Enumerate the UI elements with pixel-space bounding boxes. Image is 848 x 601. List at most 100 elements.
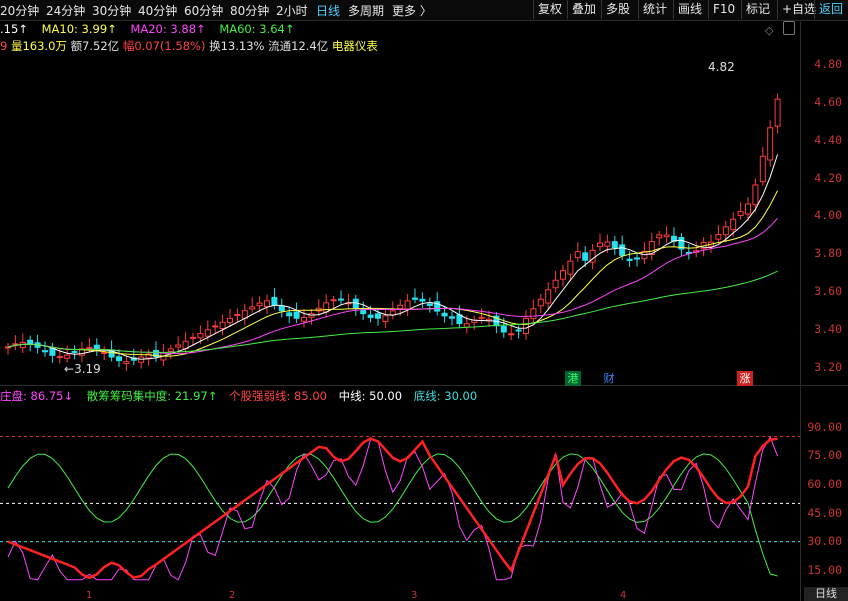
- scrollbar-handle[interactable]: [783, 21, 795, 35]
- candle-body: [545, 289, 552, 304]
- back-button[interactable]: 返回: [814, 0, 847, 19]
- period-30min[interactable]: 30分钟: [92, 4, 132, 18]
- candle-body: [419, 298, 426, 302]
- amount-value: 额7.52亿: [70, 39, 120, 53]
- candle-body: [441, 312, 448, 317]
- candle-body: [537, 298, 544, 307]
- ma60-line: [7, 270, 778, 353]
- price-tick: 4.00: [814, 208, 842, 222]
- candle-body: [515, 329, 522, 332]
- candle-body: [523, 317, 529, 335]
- candle-body: [604, 241, 611, 247]
- candle-body: [715, 233, 722, 240]
- candle-body: [293, 311, 300, 319]
- candle-body: [759, 155, 766, 183]
- add-watchlist-button[interactable]: +自选: [777, 0, 820, 19]
- ma-legend: .15↑ MA10: 3.99↑ MA20: 3.88↑ MA60: 3.64↑: [0, 22, 295, 36]
- ma10-line: [7, 190, 779, 357]
- ma60-value: MA60: 3.64↑: [219, 22, 295, 36]
- candle-body: [663, 234, 670, 238]
- change-value: 幅0.07(1.58%): [122, 39, 206, 53]
- price-tick: 4.60: [814, 95, 842, 109]
- period-multi[interactable]: 多周期: [348, 4, 385, 18]
- indicator-tick: 90.00: [807, 420, 842, 434]
- period-60min[interactable]: 60分钟: [184, 4, 224, 18]
- candle-body: [552, 279, 559, 289]
- period-24min[interactable]: 24分钟: [46, 4, 86, 18]
- candle-body: [249, 306, 256, 310]
- candle-body: [589, 249, 596, 263]
- candle-body: [271, 296, 278, 306]
- period-80min[interactable]: 80分钟: [230, 4, 270, 18]
- candle-body: [71, 350, 78, 353]
- month-label: 3: [411, 590, 418, 601]
- pane-separator: [0, 385, 848, 386]
- candle-body: [27, 339, 34, 345]
- price-tick: 4.20: [814, 171, 842, 185]
- float-value: 流通12.4亿: [268, 39, 329, 53]
- f10-button[interactable]: F10: [708, 0, 739, 19]
- candle-body: [404, 300, 411, 310]
- diamond-icon[interactable]: ◇: [765, 24, 774, 37]
- strength-line: [7, 437, 778, 580]
- fuquan-button[interactable]: 复权: [533, 0, 566, 19]
- candle-body: [767, 127, 774, 161]
- period-2hour[interactable]: 2小时: [276, 4, 308, 18]
- candle-body: [737, 211, 744, 216]
- indicator-tick: 15.00: [807, 563, 842, 577]
- statistics-button[interactable]: 统计: [638, 0, 671, 19]
- mark-button[interactable]: 标记: [741, 0, 774, 19]
- candle-body: [722, 226, 729, 236]
- price-tick: 4.40: [814, 133, 842, 147]
- candle-body: [175, 344, 182, 348]
- candle-body: [264, 300, 270, 308]
- candle-body: [204, 329, 211, 337]
- main-force-line: [7, 436, 779, 581]
- draw-line-button[interactable]: 画线: [673, 0, 706, 19]
- candle-body: [730, 218, 737, 231]
- candle-body: [449, 316, 455, 319]
- info-prefix: 9: [0, 39, 8, 53]
- candle-body: [330, 299, 337, 302]
- candle-body: [648, 241, 655, 255]
- period-toolbar: 20分钟 24分钟 30分钟 40分钟 60分钟 80分钟 2小时 日线 多周期…: [0, 0, 848, 21]
- candle-body: [678, 237, 685, 250]
- candle-body: [426, 303, 433, 306]
- candle-body: [367, 314, 374, 318]
- indicator-tick: 75.00: [807, 448, 842, 462]
- candle-body: [463, 323, 470, 328]
- candle-body: [227, 317, 233, 324]
- indicator-legend: 庄盘: 86.75↓ 散筹筹码集中度: 21.97↑ 个股强弱线: 85.00 …: [0, 388, 477, 404]
- volume-value: 量163.0万: [10, 39, 67, 53]
- financial-report-flag[interactable]: 财: [603, 372, 615, 385]
- candle-body: [582, 252, 589, 261]
- period-more[interactable]: 更多 〉: [392, 4, 432, 18]
- overlay-button[interactable]: 叠加: [567, 0, 600, 19]
- sector-label[interactable]: 电器仪表: [331, 39, 378, 53]
- month-label: 4: [620, 590, 627, 601]
- multi-stock-button[interactable]: 多股: [601, 0, 634, 19]
- high-price-annotation: 4.82: [708, 60, 735, 74]
- candle-body: [752, 184, 759, 206]
- period-40min[interactable]: 40分钟: [138, 4, 178, 18]
- candle-body: [153, 350, 159, 357]
- candle-body: [93, 344, 100, 350]
- limit-up-flag[interactable]: 涨: [737, 371, 753, 386]
- chip-concentration-value: 散筹筹码集中度: 21.97↑: [86, 389, 218, 403]
- candle-body: [197, 333, 204, 339]
- period-daily[interactable]: 日线: [316, 4, 341, 18]
- low-price-value: 3.19: [74, 362, 101, 376]
- candle-body: [86, 347, 93, 350]
- hk-connect-flag[interactable]: 港: [565, 371, 581, 386]
- candle-body: [190, 336, 196, 339]
- candle-body: [626, 258, 633, 261]
- price-tick: 3.60: [814, 284, 842, 298]
- ma10-value: MA10: 3.99↑: [41, 22, 117, 36]
- candle-body: [500, 325, 507, 333]
- candle-body: [634, 257, 640, 260]
- period-badge[interactable]: 日线: [804, 587, 848, 601]
- indicator-tick: 60.00: [807, 477, 842, 491]
- period-20min[interactable]: 20分钟: [0, 4, 40, 18]
- ma20-value: MA20: 3.88↑: [130, 22, 206, 36]
